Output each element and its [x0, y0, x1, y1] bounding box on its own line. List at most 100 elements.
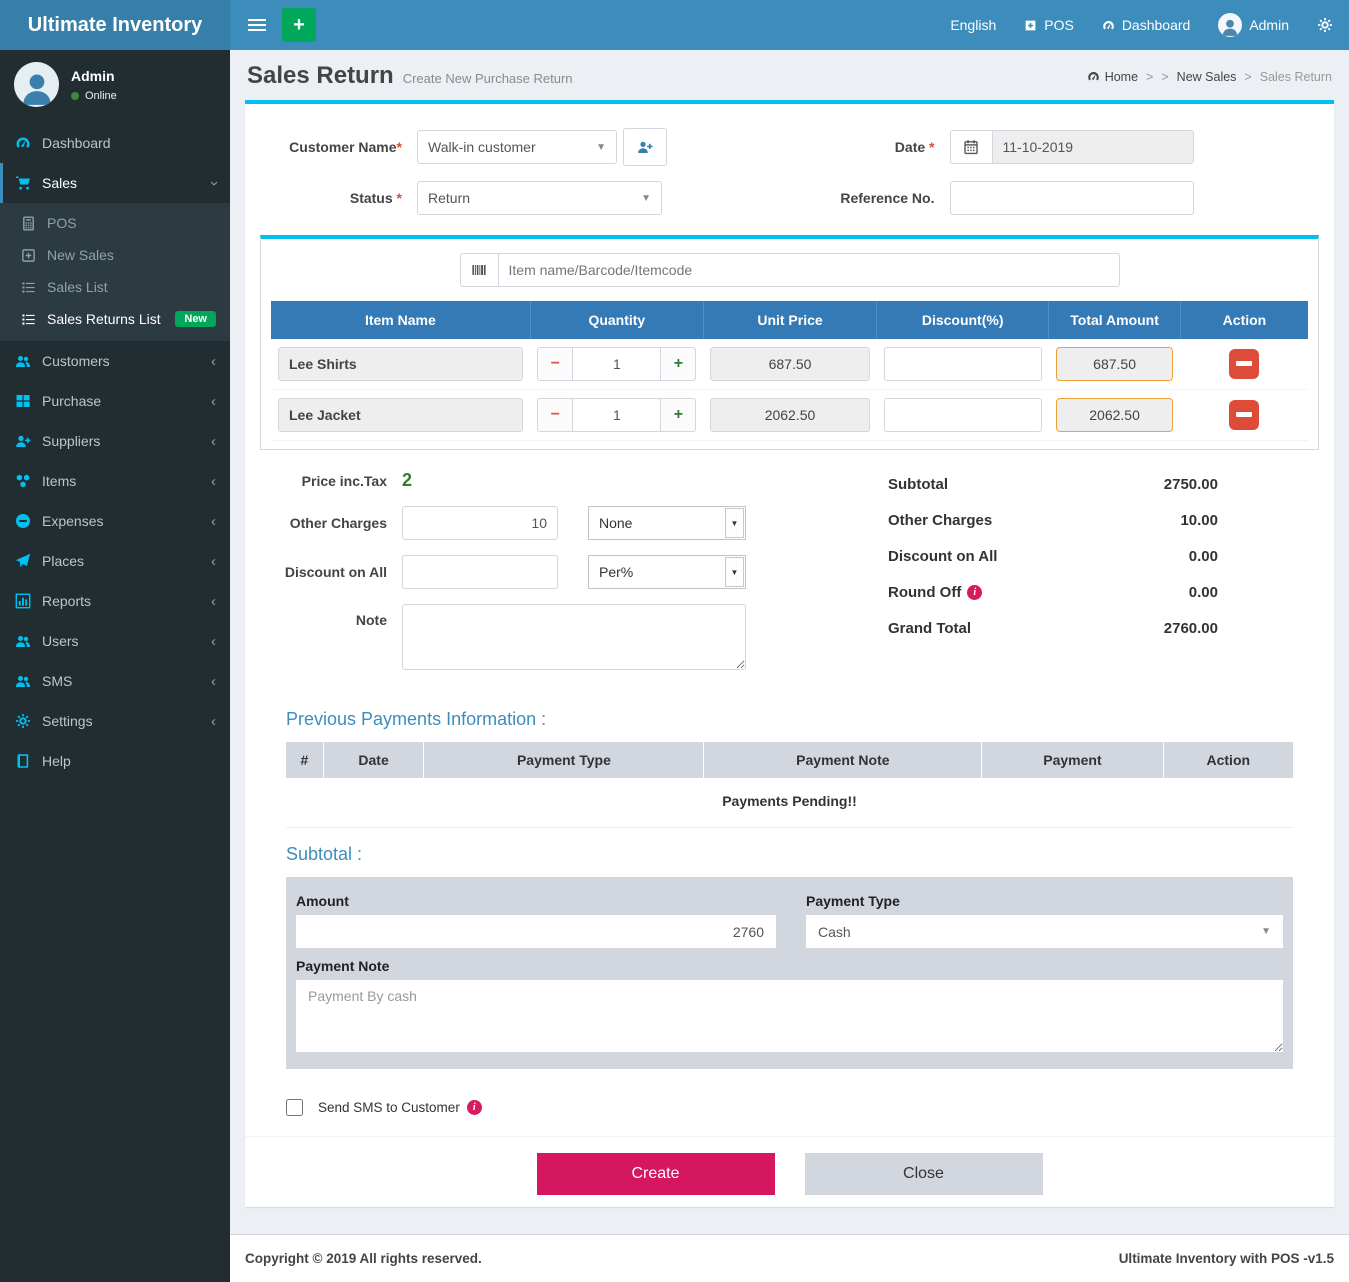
navbar-main: + English POS Dashboard Admin — [230, 0, 1349, 50]
remove-item-button[interactable] — [1229, 400, 1260, 430]
info-icon[interactable]: i — [967, 585, 983, 600]
caret-down-icon: ▼ — [725, 557, 744, 587]
sidebar-item-sales[interactable]: Sales ‹ — [0, 163, 230, 203]
item-name-value: Lee Jacket — [278, 398, 524, 432]
date-input[interactable] — [991, 130, 1194, 164]
chevron-left-icon: ‹ — [211, 432, 216, 450]
status-label: Status * — [349, 190, 402, 206]
online-dot-icon — [71, 91, 79, 100]
col-date: Date — [322, 742, 424, 778]
payment-panel: Amount Payment Type Cash▼ Payment Note P… — [286, 877, 1293, 1069]
page-footer: Copyright © 2019 All rights reserved. Ul… — [230, 1234, 1349, 1282]
discount-type-select[interactable]: Per% ▼ — [588, 555, 746, 589]
navbar-menu: English POS Dashboard Admin — [950, 13, 1349, 37]
language-menu-item[interactable]: English — [950, 17, 997, 33]
copyright-text: Copyright © 2019 All rights reserved. — [245, 1251, 482, 1266]
sidebar: Admin Online Dashboard Sales ‹ POS New S… — [0, 50, 230, 1282]
round-off-label: Round Off i — [888, 584, 983, 601]
plus-square-icon — [21, 248, 36, 263]
close-button[interactable]: Close — [804, 1153, 1043, 1195]
cart-icon — [15, 175, 31, 191]
note-textarea[interactable] — [402, 604, 746, 670]
chevron-left-icon: ‹ — [211, 632, 216, 650]
users-icon — [15, 353, 31, 369]
gears-icon — [1317, 17, 1333, 33]
app-logo[interactable]: Ultimate Inventory — [0, 0, 230, 50]
discount-on-all-input[interactable] — [402, 555, 558, 589]
header-form: Customer Name* Walk-in customer ▼ Date * — [245, 104, 1334, 235]
sidebar-item-places[interactable]: Places ‹ — [0, 541, 230, 581]
remove-item-button[interactable] — [1229, 349, 1260, 379]
sidebar-item-expenses[interactable]: Expenses ‹ — [0, 501, 230, 541]
barcode-icon — [459, 253, 498, 287]
sidebar-item-pos[interactable]: POS — [0, 207, 230, 239]
col-discount: Discount(%) — [876, 301, 1049, 339]
customer-select[interactable]: Walk-in customer ▼ — [417, 130, 617, 164]
sidebar-item-sales-returns-list[interactable]: Sales Returns List New — [0, 303, 230, 335]
payment-type-select[interactable]: Cash ▼ — [806, 915, 1283, 948]
sidebar-item-items[interactable]: Items ‹ — [0, 461, 230, 501]
col-item-name: Item Name — [271, 301, 531, 339]
discount-input[interactable] — [883, 347, 1042, 381]
subtotal-value: 2750.00 — [1163, 476, 1218, 493]
sidebar-item-dashboard[interactable]: Dashboard — [0, 123, 230, 163]
user-plus-icon — [15, 433, 31, 449]
sidebar-item-settings[interactable]: Settings ‹ — [0, 701, 230, 741]
col-quantity: Quantity — [529, 301, 704, 339]
user-status[interactable]: Online — [71, 90, 117, 102]
sidebar-item-help[interactable]: Help — [0, 741, 230, 781]
version-text: Ultimate Inventory with POS -v1.5 — [1118, 1251, 1334, 1266]
sidebar-item-users[interactable]: Users ‹ — [0, 621, 230, 661]
sidebar-item-customers[interactable]: Customers ‹ — [0, 341, 230, 381]
send-sms-checkbox[interactable] — [286, 1099, 303, 1116]
table-row: Lee Jacket − + 2062.50 — [271, 389, 1308, 441]
quantity-decrease-button[interactable]: − — [537, 398, 574, 432]
user-menu-item[interactable]: Admin — [1218, 13, 1289, 37]
table-row: Lee Shirts − + 687.50 — [271, 339, 1308, 390]
round-off-value: 0.00 — [1188, 584, 1218, 601]
breadcrumb: Home > > New Sales > Sales Return — [1087, 70, 1332, 84]
quantity-input[interactable] — [573, 347, 661, 381]
chevron-left-icon: ‹ — [211, 592, 216, 610]
sidebar-toggle-icon[interactable] — [248, 19, 266, 31]
quantity-decrease-button[interactable]: − — [537, 347, 574, 381]
info-icon[interactable]: i — [466, 1100, 482, 1115]
status-select[interactable]: Return ▼ — [417, 181, 662, 215]
breadcrumb-new-sales[interactable]: New Sales — [1176, 69, 1237, 84]
amount-input[interactable] — [296, 915, 776, 948]
discount-total-value: 0.00 — [1188, 548, 1218, 565]
grand-total-value: 2760.00 — [1163, 620, 1218, 637]
avatar — [14, 62, 59, 107]
caret-down-icon: ▼ — [641, 192, 651, 204]
price-inc-tax-label: Price inc.Tax — [301, 472, 387, 489]
other-charges-type-select[interactable]: None ▼ — [588, 506, 746, 540]
add-customer-button[interactable] — [623, 128, 667, 166]
reference-input[interactable] — [949, 181, 1194, 215]
sidebar-item-suppliers[interactable]: Suppliers ‹ — [0, 421, 230, 461]
other-charges-input[interactable] — [402, 506, 558, 540]
item-search-input[interactable] — [497, 253, 1120, 287]
sidebar-item-purchase[interactable]: Purchase ‹ — [0, 381, 230, 421]
quantity-input[interactable] — [573, 398, 661, 432]
dashboard-menu-item[interactable]: Dashboard — [1102, 17, 1190, 33]
sidebar-item-sales-list[interactable]: Sales List — [0, 271, 230, 303]
gears-icon — [15, 713, 31, 729]
quick-add-button[interactable]: + — [282, 8, 316, 42]
breadcrumb-home[interactable]: Home — [1087, 70, 1138, 84]
total-amount-value: 2062.50 — [1055, 398, 1174, 432]
new-badge: New — [175, 311, 216, 327]
quantity-increase-button[interactable]: + — [660, 347, 697, 381]
sidebar-item-sms[interactable]: SMS ‹ — [0, 661, 230, 701]
note-label: Note — [355, 612, 387, 628]
person-icon — [1220, 17, 1240, 37]
chevron-left-icon: ‹ — [211, 552, 216, 570]
create-button[interactable]: Create — [536, 1153, 775, 1195]
previous-payments-heading: Previous Payments Information : — [286, 709, 547, 729]
settings-menu-item[interactable] — [1317, 17, 1333, 33]
sidebar-item-new-sales[interactable]: New Sales — [0, 239, 230, 271]
discount-input[interactable] — [883, 398, 1042, 432]
payment-note-textarea[interactable]: Payment By cash — [296, 980, 1283, 1052]
quantity-increase-button[interactable]: + — [660, 398, 697, 432]
pos-menu-item[interactable]: POS — [1024, 17, 1074, 33]
sidebar-item-reports[interactable]: Reports ‹ — [0, 581, 230, 621]
